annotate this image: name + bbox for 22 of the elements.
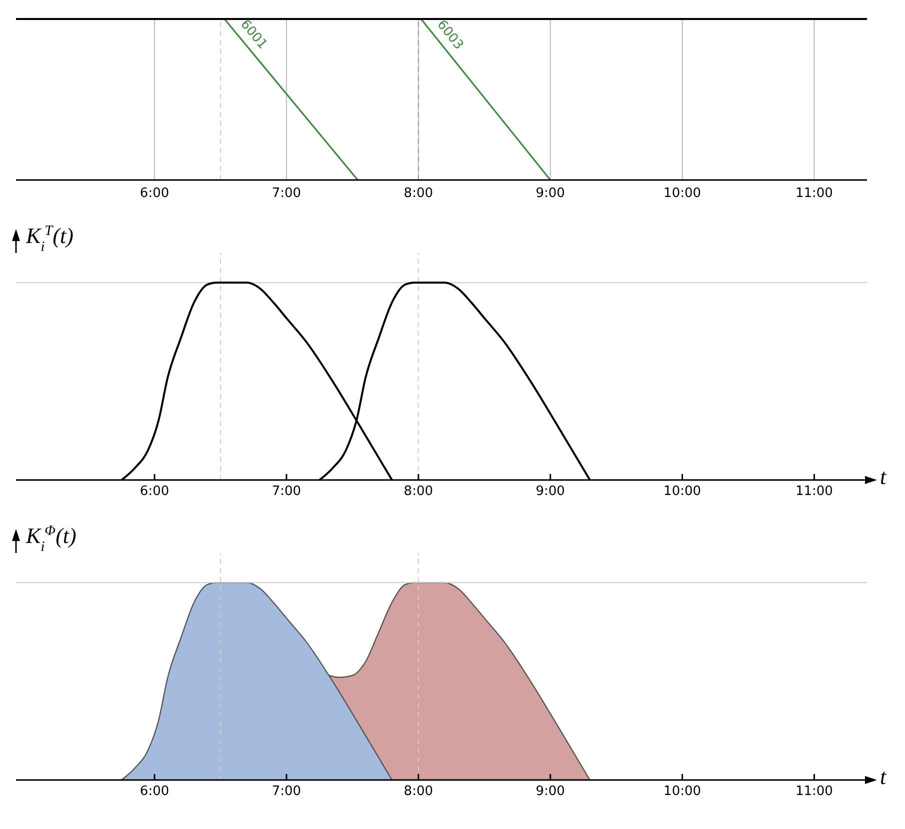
y-axis-title: K$_{i}$$^{Φ}$(t) bbox=[25, 523, 76, 555]
x-tick-label: 11:00 bbox=[795, 784, 833, 800]
x-tick-label: 8:00 bbox=[404, 186, 434, 202]
x-tick-label: 9:00 bbox=[536, 784, 565, 800]
x-tick-label: 8:00 bbox=[404, 784, 434, 800]
x-tick-label: 6:00 bbox=[140, 484, 170, 500]
x-tick-label: 9:00 bbox=[536, 186, 565, 202]
y-axis-title: K$_{i}$$^{T}$(t) bbox=[25, 223, 74, 255]
x-tick-label: 7:00 bbox=[272, 186, 302, 202]
x-tick-label: 7:00 bbox=[272, 484, 302, 500]
x-axis-title: t bbox=[880, 764, 887, 789]
x-tick-label: 6:00 bbox=[140, 784, 170, 800]
x-tick-label: 6:00 bbox=[140, 186, 170, 202]
x-tick-label: 8:00 bbox=[404, 484, 434, 500]
x-tick-label: 10:00 bbox=[664, 186, 702, 202]
x-tick-label: 11:00 bbox=[795, 484, 833, 500]
x-tick-label: 10:00 bbox=[664, 784, 702, 800]
x-tick-label: 7:00 bbox=[272, 784, 302, 800]
x-tick-label: 10:00 bbox=[664, 484, 702, 500]
x-axis-title: t bbox=[880, 464, 887, 489]
x-tick-label: 9:00 bbox=[536, 484, 565, 500]
x-tick-label: 11:00 bbox=[795, 186, 833, 202]
